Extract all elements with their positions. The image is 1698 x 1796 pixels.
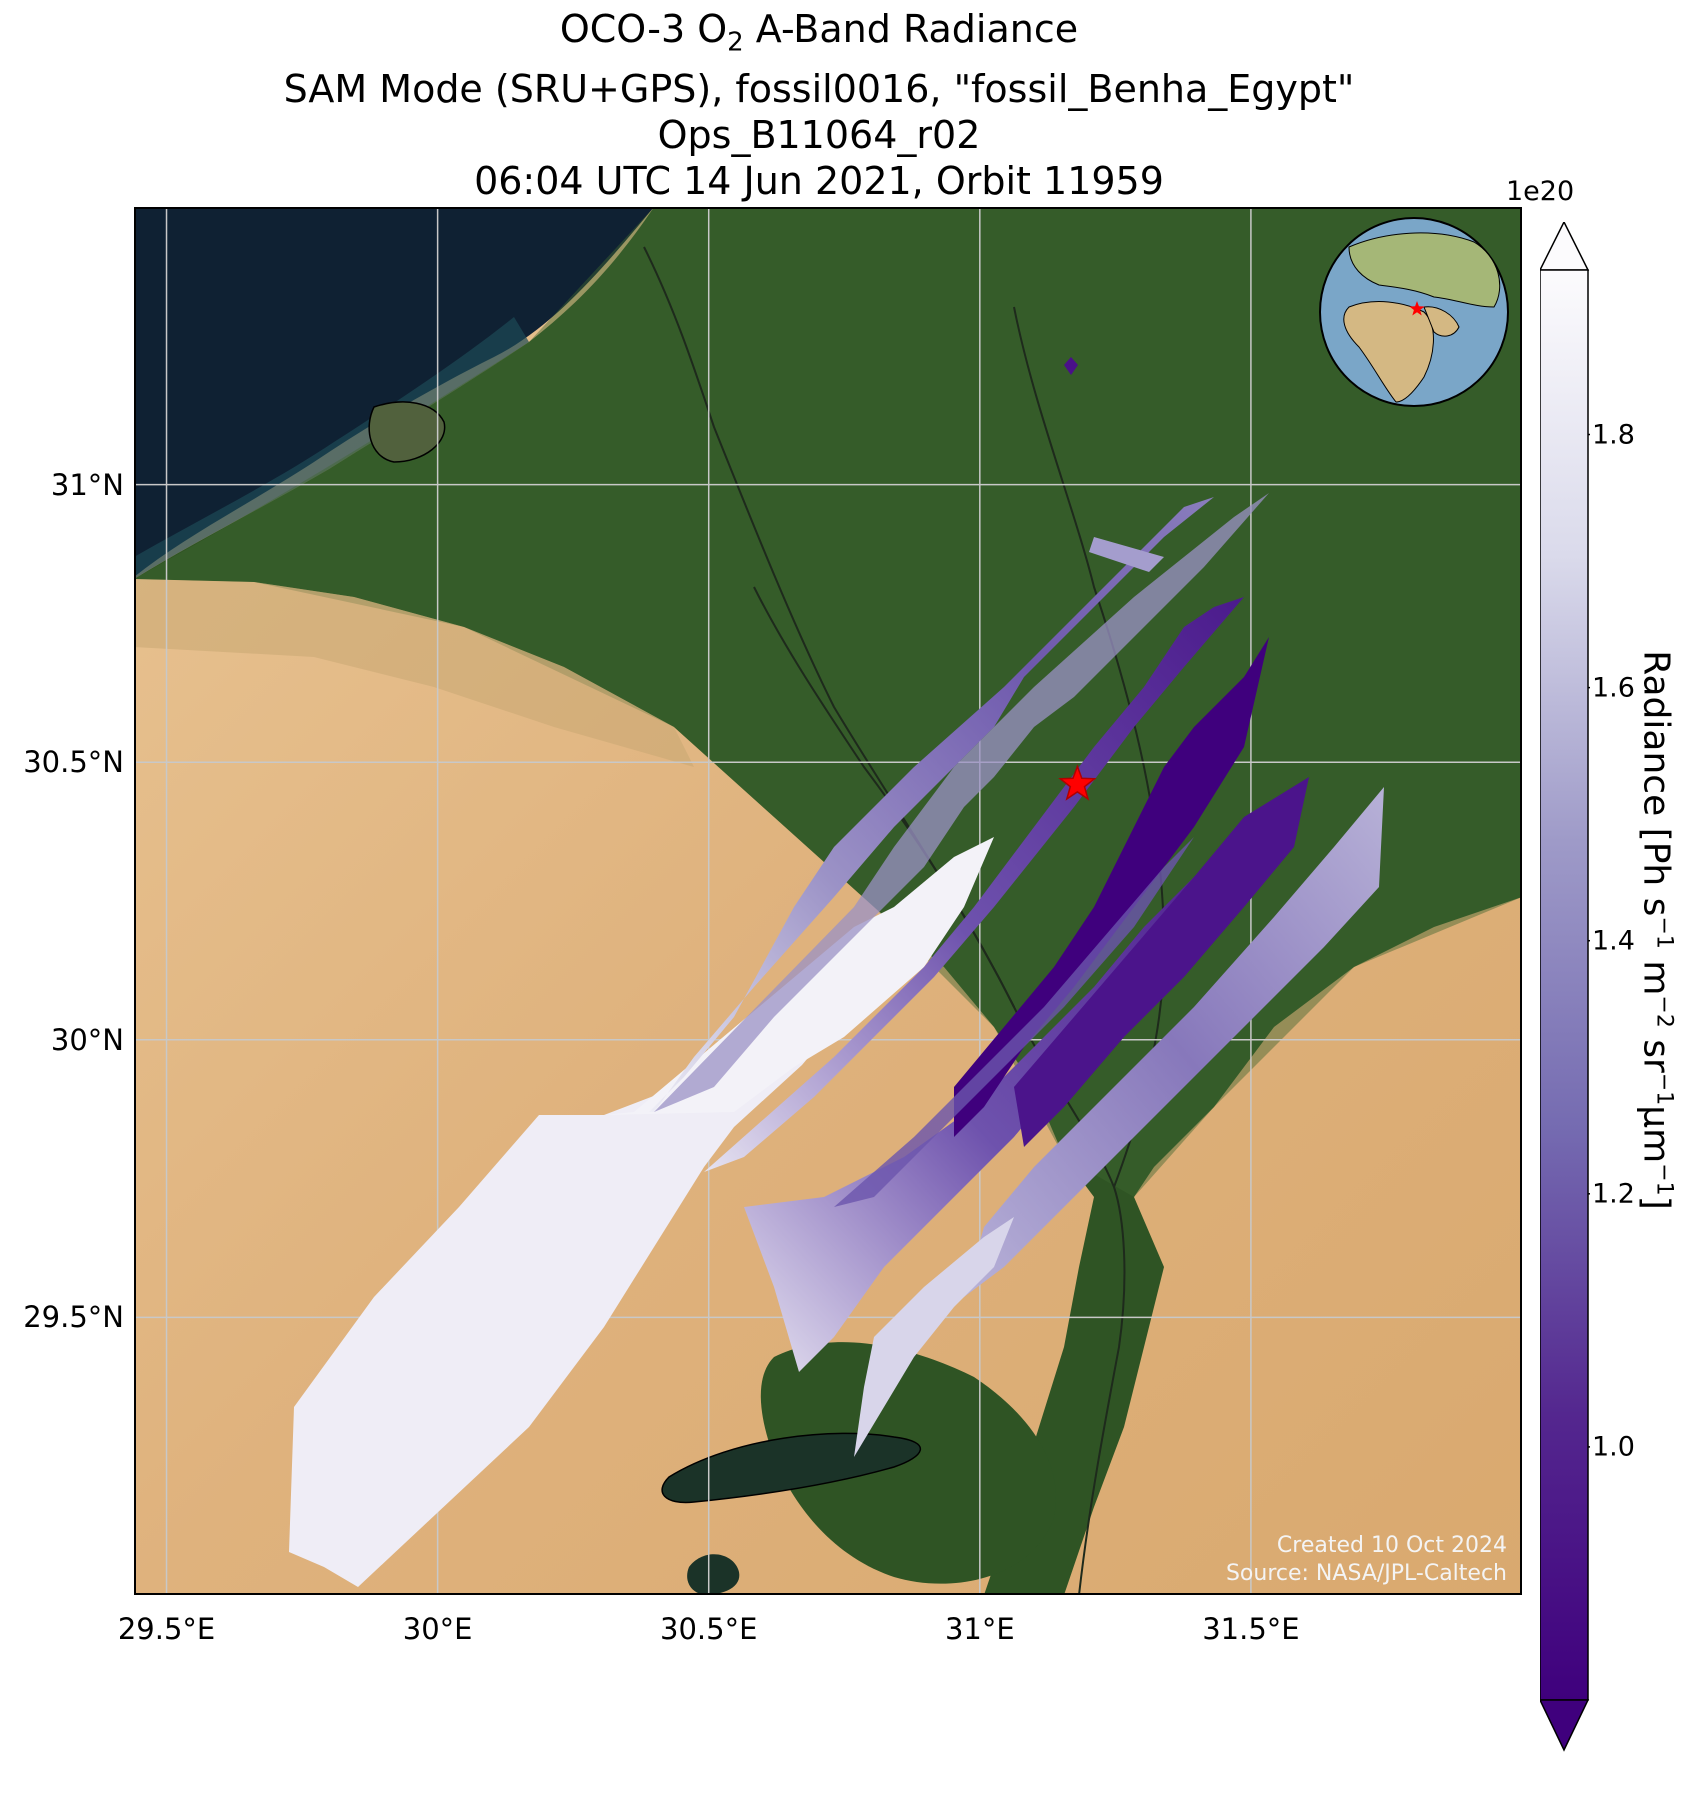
lake-wadi-rayan <box>687 1554 740 1595</box>
globe-inset <box>1319 217 1509 407</box>
swath-isolated-pixel <box>1064 357 1078 375</box>
map-canvas: Created 10 Oct 2024 Source: NASA/JPL-Cal… <box>134 207 1522 1595</box>
swath-dark-right <box>1014 777 1309 1147</box>
lon-tick-label: 31.5°E <box>1202 1612 1300 1646</box>
lat-tick-label: 29.5°N <box>23 1300 124 1335</box>
map-panel: Created 10 Oct 2024 Source: NASA/JPL-Cal… <box>134 207 1522 1595</box>
credit-created: Created 10 Oct 2024 <box>1277 1533 1507 1558</box>
colorbar-tick-marks <box>1588 433 1590 1448</box>
swath-mid-band <box>834 837 1194 1207</box>
lat-tick-label: 31°N <box>50 467 124 502</box>
colorbar-gradient <box>1540 269 1589 1701</box>
credit-source: Source: NASA/JPL-Caltech <box>1226 1561 1507 1586</box>
swath-strip-b <box>649 497 1214 1112</box>
colorbar-tick-label: 1.0 <box>1592 1431 1635 1463</box>
lat-tick-label: 30.5°N <box>23 745 124 780</box>
faiyum-oasis <box>760 1342 1056 1584</box>
lon-tick-label: 29.5°E <box>117 1612 216 1646</box>
title-line-4: 06:04 UTC 14 Jun 2021, Orbit 11959 <box>474 158 1164 203</box>
radiance-swaths <box>289 357 1384 1587</box>
lat-tick-label: 30°N <box>50 1022 124 1057</box>
lon-tick-label: 30°E <box>402 1612 473 1646</box>
swath-strip-main-upper <box>704 597 1244 1172</box>
lon-tick-label: 31°E <box>944 1612 1015 1646</box>
title-line-2: SAM Mode (SRU+GPS), fossil0016, "fossil_… <box>283 66 1355 111</box>
colorbar-top-extension <box>1540 222 1590 271</box>
swath-dark-core <box>954 637 1269 1137</box>
map-border <box>134 207 1522 1595</box>
desert-transition <box>134 579 694 767</box>
colorbar-bottom-extension <box>1540 1699 1590 1752</box>
colorbar-tick-label: 1.2 <box>1592 1178 1635 1210</box>
colorbar <box>1540 222 1590 1752</box>
swath-strip-e <box>964 787 1384 1297</box>
lon-tick-label: 30.5°E <box>660 1612 758 1646</box>
swath-south-tail <box>854 1217 1014 1457</box>
colorbar-tick-label: 1.4 <box>1592 925 1635 957</box>
colorbar-tick-label: 1.6 <box>1592 672 1635 704</box>
swath-northeast-tip <box>1089 537 1164 572</box>
colorbar-label: Radiance [Ph s−1 m−2 sr−1μm−1] <box>1635 650 1677 1210</box>
globe-star-icon <box>1409 301 1425 316</box>
title-line-1: OCO-3 O2 A-Band Radiance <box>559 7 1079 58</box>
globe-arabia <box>1423 306 1460 337</box>
swath-strip-c <box>654 493 1269 1112</box>
lake-mariout <box>368 401 446 463</box>
colorbar-tick-label: 1.8 <box>1592 419 1635 450</box>
chart-title: OCO-3 O2 A-Band Radiance SAM Mode (SRU+G… <box>0 6 1638 204</box>
title-line-3: Ops_B11064_r02 <box>657 112 981 157</box>
globe-eurasia <box>1348 232 1501 308</box>
target-star-icon <box>1058 764 1097 801</box>
coastal-water <box>134 317 529 579</box>
swath-strip-a <box>289 1027 834 1587</box>
colorbar-exponent: 1e20 <box>1506 176 1575 207</box>
